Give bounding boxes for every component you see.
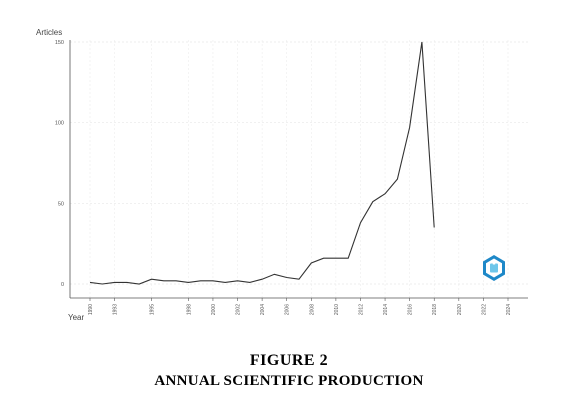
x-tick-label: 2004 xyxy=(260,304,266,315)
x-tick-label: 2010 xyxy=(334,304,340,315)
x-tick-label: 2000 xyxy=(211,304,217,315)
x-tick-label: 1990 xyxy=(88,304,94,315)
x-tick-label: 2018 xyxy=(432,304,438,315)
x-tick-label: 1995 xyxy=(149,304,155,315)
x-tick-label: 2020 xyxy=(457,304,463,315)
shield-logo-icon xyxy=(483,255,505,281)
series-line xyxy=(89,41,435,285)
x-tick-label: 2012 xyxy=(358,304,364,315)
x-tick-label: 2006 xyxy=(285,304,291,315)
figure-title: ANNUAL SCIENTIFIC PRODUCTION xyxy=(154,373,424,389)
x-tick-label: 2014 xyxy=(383,304,389,315)
y-tick-label: 0 xyxy=(61,282,64,288)
figure-number: FIGURE 2 xyxy=(249,352,329,369)
y-tick-label: 50 xyxy=(58,201,64,207)
x-tick-label: 1998 xyxy=(186,304,192,315)
x-tick-label: 2002 xyxy=(236,304,242,315)
x-tick-label: 2024 xyxy=(506,304,512,315)
y-tick-label: 150 xyxy=(55,40,64,46)
x-tick-label: 2022 xyxy=(481,304,487,315)
x-tick-label: 2016 xyxy=(408,304,414,315)
y-tick-label: 100 xyxy=(55,121,64,127)
y-axis-label: Articles xyxy=(36,28,62,37)
line-chart: 0 50 100 150 1990 1993 1995 1998 2000 2002 2004 20… xyxy=(36,28,528,322)
grid xyxy=(70,40,528,298)
x-tick-label: 1993 xyxy=(113,304,119,315)
x-axis-label: Year xyxy=(68,313,85,322)
y-axis-ticks: 0 50 100 150 xyxy=(55,40,64,288)
axes xyxy=(69,40,528,299)
x-tick-label: 2008 xyxy=(309,304,315,315)
x-axis-ticks: 1990 1993 1995 1998 2000 2002 2004 2006 2008 2010… xyxy=(88,298,512,315)
